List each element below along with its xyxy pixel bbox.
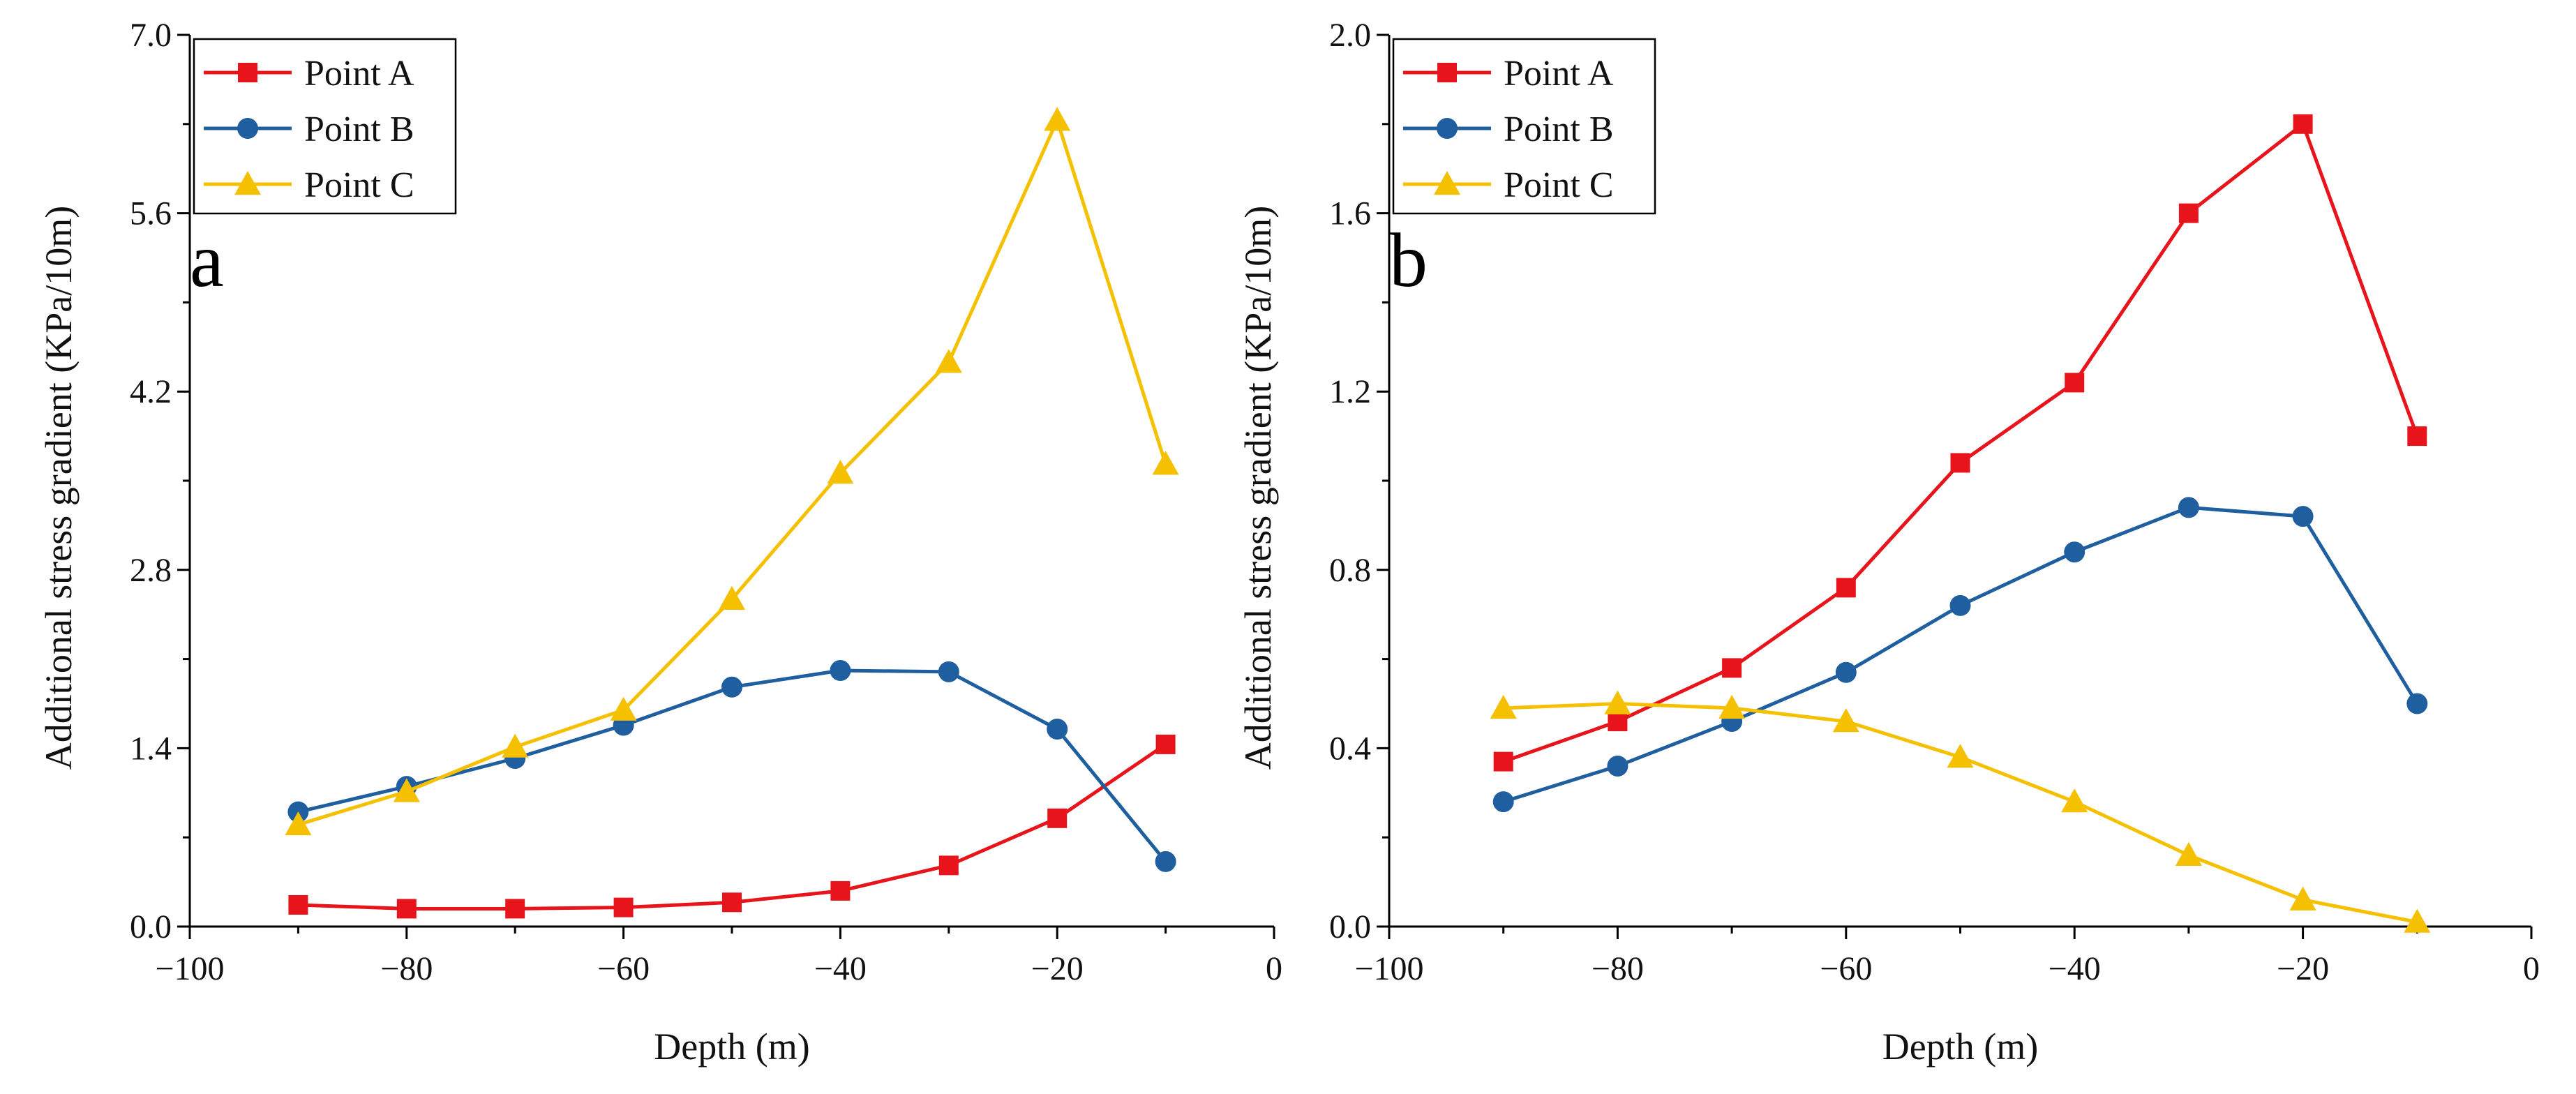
data-point — [722, 892, 742, 913]
legend-marker — [238, 63, 257, 82]
x-tick-label: −80 — [1592, 950, 1644, 987]
data-point — [830, 881, 851, 901]
x-tick-label: −60 — [597, 950, 650, 987]
y-tick-label: 2.0 — [1329, 17, 1371, 54]
data-point — [1493, 751, 1513, 772]
x-tick-label: 0 — [1266, 950, 1282, 987]
x-tick-label: −60 — [1820, 950, 1872, 987]
legend-marker — [234, 171, 261, 195]
legend-label: Point C — [1504, 165, 1614, 205]
data-point — [1718, 694, 1746, 719]
data-point — [2292, 506, 2314, 527]
y-tick-label: 4.2 — [130, 373, 172, 410]
x-tick-label: −20 — [2277, 950, 2329, 987]
x-tick-label: 0 — [2523, 950, 2540, 987]
panel-label: b — [1389, 218, 1428, 303]
legend-marker — [1437, 118, 1458, 139]
data-point — [719, 585, 745, 610]
data-point — [721, 676, 742, 698]
data-point — [2175, 841, 2202, 866]
data-point — [1047, 719, 1068, 740]
data-point — [393, 778, 420, 802]
legend-label: Point A — [1504, 54, 1614, 93]
y-tick-label: 1.6 — [1329, 195, 1371, 232]
data-point — [2407, 426, 2427, 447]
data-point — [2406, 693, 2428, 714]
data-point — [1949, 594, 1971, 616]
y-tick-label: 7.0 — [130, 17, 172, 54]
x-tick-label: −100 — [155, 950, 224, 987]
data-point — [827, 460, 854, 484]
y-tick-label: 0.8 — [1329, 552, 1371, 589]
y-axis-title: Additional stress gradient (KPa/10m) — [1237, 206, 1279, 770]
data-point — [502, 733, 529, 758]
data-point — [1152, 451, 1179, 475]
series-line-point-a — [298, 742, 1167, 911]
series-line-point-a — [1502, 122, 2419, 763]
data-point — [610, 696, 637, 721]
y-tick-label: 0.4 — [1329, 730, 1371, 767]
data-point — [2064, 541, 2085, 563]
data-point — [613, 897, 634, 917]
y-tick-label: 5.6 — [130, 195, 172, 232]
data-point — [1832, 708, 1859, 733]
data-point — [1155, 734, 1176, 754]
data-point — [1836, 578, 1856, 598]
data-point — [288, 894, 308, 915]
legend-label: Point A — [304, 54, 414, 93]
legend-label: Point B — [304, 110, 414, 149]
series-line-point-c — [1503, 702, 2418, 924]
chart-panel-b: 0.0 0.4 0.8 1.2 1.6 2.0 −100 −80 −60 −40 −20 0 Depth… — [1237, 17, 2540, 1067]
y-axis-title: Additional stress gradient (KPa/10m) — [38, 206, 80, 770]
data-point — [1607, 755, 1628, 777]
x-tick-label: −40 — [814, 950, 867, 987]
data-point — [1492, 791, 1514, 813]
data-point — [2061, 788, 2088, 813]
x-tick-label: −20 — [1031, 950, 1084, 987]
data-point — [938, 661, 959, 682]
chart-panel-a: 0.0 1.4 2.8 4.2 5.6 7.0 −100 −80 −60 −40 −20 0 Depth… — [38, 17, 1282, 1067]
x-tick-label: −80 — [380, 950, 433, 987]
data-point — [2289, 886, 2316, 911]
panel-label: a — [190, 218, 224, 303]
x-tick-label: −40 — [2049, 950, 2101, 987]
data-point — [1490, 694, 1517, 719]
legend-label: Point B — [1504, 110, 1614, 149]
legend-marker — [1434, 171, 1460, 195]
data-point — [1047, 808, 1068, 828]
legend-label: Point C — [304, 165, 414, 205]
data-point — [1835, 661, 1857, 683]
data-point — [1950, 453, 1970, 473]
legend-marker — [1437, 63, 1457, 82]
y-tick-label: 0.0 — [1329, 908, 1371, 945]
data-point — [396, 899, 417, 919]
x-axis-title: Depth (m) — [1882, 1026, 2038, 1067]
y-tick-label: 2.8 — [130, 552, 172, 589]
data-point — [285, 811, 312, 836]
data-point — [1722, 658, 1742, 678]
data-point — [830, 660, 851, 682]
data-point — [1604, 690, 1631, 714]
data-point — [1608, 712, 1628, 732]
data-point — [938, 855, 959, 876]
y-tick-label: 1.2 — [1329, 373, 1371, 410]
data-point — [1947, 744, 1974, 768]
data-point — [2178, 203, 2199, 223]
y-tick-label: 1.4 — [130, 730, 172, 767]
x-tick-label: −100 — [1354, 950, 1423, 987]
data-point — [2404, 908, 2431, 933]
data-point — [1044, 107, 1071, 131]
data-point — [2293, 114, 2313, 134]
x-axis-title: Depth (m) — [654, 1026, 809, 1067]
y-tick-label: 0.0 — [130, 908, 172, 945]
legend-marker — [237, 118, 258, 139]
data-point — [2065, 373, 2085, 393]
series-line-point-b — [297, 668, 1167, 863]
data-point — [505, 899, 525, 919]
data-point — [1155, 851, 1176, 872]
data-point — [935, 349, 962, 373]
data-point — [2178, 497, 2199, 518]
